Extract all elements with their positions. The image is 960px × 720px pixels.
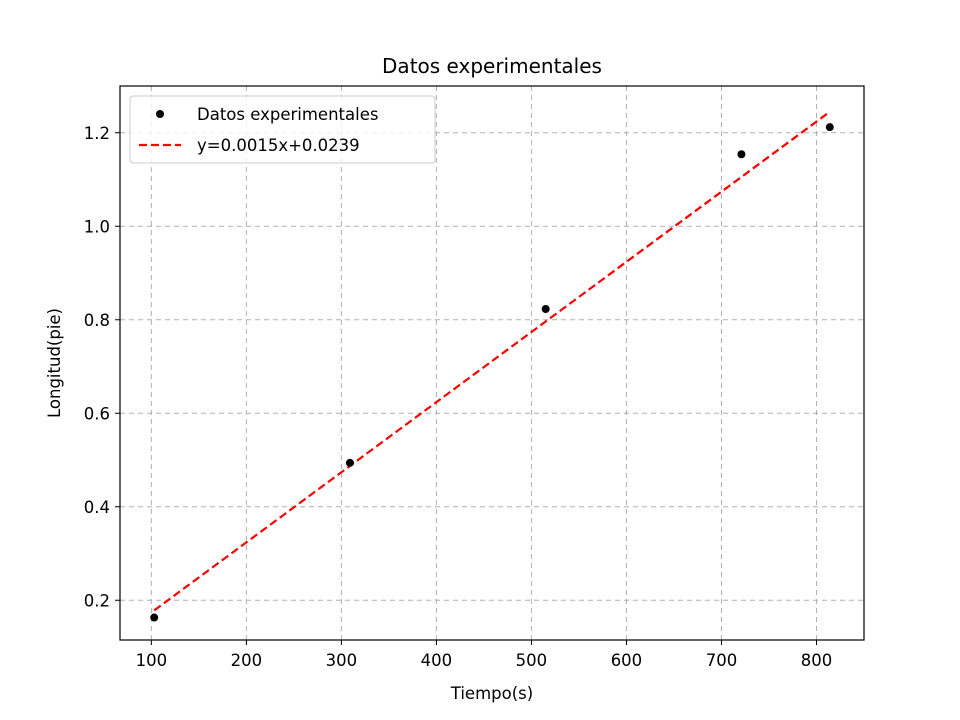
x-tick-label: 500 [516, 651, 548, 670]
grid [120, 86, 864, 640]
plot-frame [119, 85, 865, 641]
x-tick-label: 200 [231, 651, 263, 670]
y-tick-label: 1.0 [84, 217, 110, 236]
legend: Datos experimentales y=0.0015x+0.0239 [129, 95, 436, 164]
data-point [825, 123, 834, 132]
y-tick-label: 1.2 [84, 124, 110, 143]
y-axis-label: Longitud(pie) [45, 308, 64, 418]
x-tick-label: 600 [611, 651, 643, 670]
chart-title: Datos experimentales [382, 54, 602, 78]
data-point [345, 458, 354, 467]
x-tick-label: 400 [421, 651, 453, 670]
x-tick-label: 700 [706, 651, 738, 670]
series-layer [150, 110, 834, 622]
x-axis-label: Tiempo(s) [450, 684, 533, 703]
x-tick-label: 300 [326, 651, 358, 670]
x-tick-label: 100 [136, 651, 168, 670]
legend-box [129, 95, 436, 164]
data-point [541, 305, 550, 314]
legend-label-scatter: Datos experimentales [197, 105, 378, 124]
data-point [737, 150, 746, 159]
ticks-layer: 100 200 300 400 500 600 700 800 0.2 0.4 0.6 0.8 1.0 1… [84, 124, 832, 670]
legend-label-fit-line: y=0.0015x+0.0239 [197, 136, 360, 155]
y-tick-label: 0.4 [84, 498, 110, 517]
legend-marker-scatter [156, 110, 164, 118]
y-tick-label: 0.6 [84, 404, 110, 423]
y-tick-label: 0.2 [84, 591, 110, 610]
y-tick-label: 0.8 [84, 311, 110, 330]
fit-line [153, 110, 831, 612]
data-point [150, 613, 159, 622]
x-tick-label: 800 [801, 651, 833, 670]
